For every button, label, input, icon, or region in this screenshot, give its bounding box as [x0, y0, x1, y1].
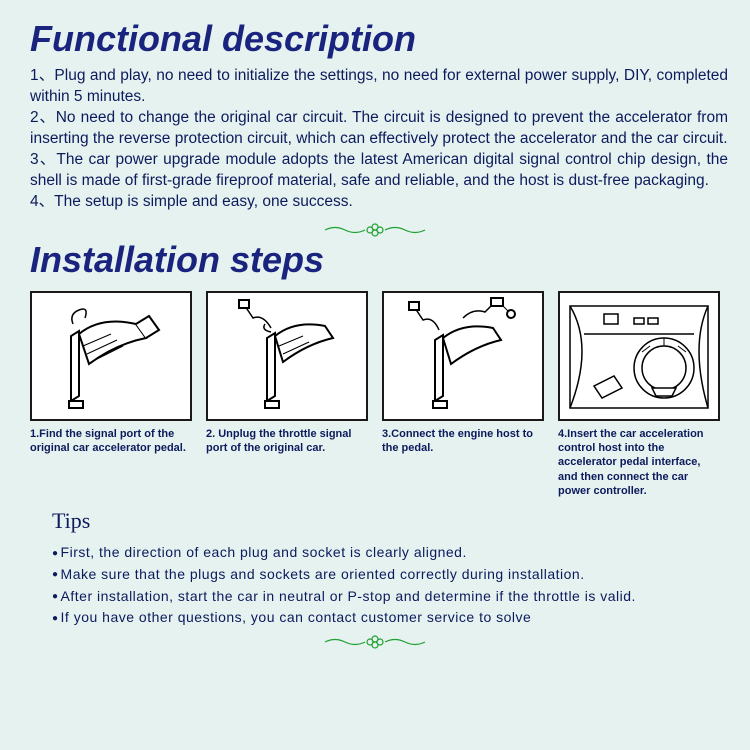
step-2-caption: 2. Unplug the throttle signal port of th…	[206, 427, 368, 456]
step-4-illustration	[558, 291, 720, 421]
tip-item-1: First, the direction of each plug and so…	[52, 542, 728, 564]
tip-item-4: If you have other questions, you can con…	[52, 607, 728, 629]
tips-title: Tips	[22, 508, 728, 534]
step-1-illustration	[30, 291, 192, 421]
step-3: 3.Connect the engine host to the pedal.	[382, 291, 544, 498]
step-3-caption: 3.Connect the engine host to the pedal.	[382, 427, 544, 456]
step-1: 1.Find the signal port of the original c…	[30, 291, 192, 498]
step-2: 2. Unplug the throttle signal port of th…	[206, 291, 368, 498]
tips-list: First, the direction of each plug and so…	[22, 542, 728, 629]
installation-steps-title: Installation steps	[22, 239, 728, 281]
desc-item-1: 1、Plug and play, no need to initialize t…	[30, 66, 728, 108]
step-4-caption: 4.Insert the car acceleration control ho…	[558, 427, 720, 498]
step-3-illustration	[382, 291, 544, 421]
desc-item-2: 2、No need to change the original car cir…	[30, 108, 728, 150]
tip-item-2: Make sure that the plugs and sockets are…	[52, 564, 728, 586]
description-list: 1、Plug and play, no need to initialize t…	[22, 66, 728, 212]
step-1-caption: 1.Find the signal port of the original c…	[30, 427, 192, 456]
step-2-illustration	[206, 291, 368, 421]
functional-description-title: Functional description	[22, 18, 728, 60]
desc-item-4: 4、The setup is simple and easy, one succ…	[30, 192, 728, 213]
steps-row: 1.Find the signal port of the original c…	[22, 287, 728, 504]
step-4: 4.Insert the car acceleration control ho…	[558, 291, 720, 498]
divider-ornament-1	[22, 220, 728, 236]
tip-item-3: After installation, start the car in neu…	[52, 586, 728, 608]
desc-item-3: 3、The car power upgrade module adopts th…	[30, 150, 728, 192]
divider-ornament-2	[22, 633, 728, 649]
